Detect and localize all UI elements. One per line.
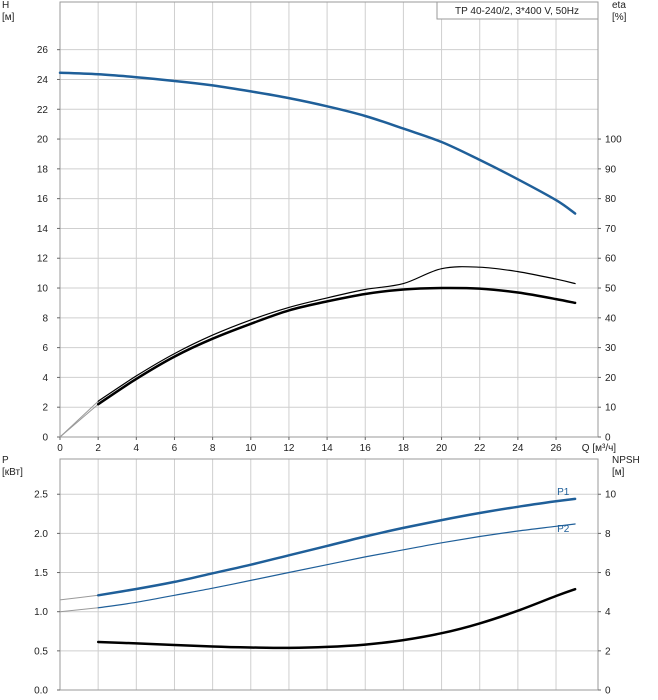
power-npsh-panel: 0.0 0.5 1.0 1.5 2.0 2.5 0 2 4 6 8 10 P[кВт] NPSH[м] P1…: [2, 455, 640, 697]
y-right-tick-label: 20: [605, 373, 617, 384]
chart-title-box: TP 40-240/2, 3*400 V, 50Hz: [436, 1, 599, 20]
y-left-axis-unit: [м]: [2, 12, 15, 23]
series-extension: [59, 403, 99, 438]
y-right-axis-name: NPSH: [612, 455, 640, 466]
y-left-tick-label: 24: [37, 75, 49, 86]
y-left-tick-label: 12: [37, 254, 49, 265]
x-tick-label: 24: [512, 443, 524, 454]
y-left-axis-name: P: [2, 455, 9, 466]
series-line-0-2: [96, 286, 577, 406]
x-tick-label: 20: [436, 443, 448, 454]
y-right-axis-unit: [%]: [612, 12, 627, 23]
series-label-p1: P1: [557, 487, 570, 498]
y-left-tick-label: 1.0: [34, 607, 48, 618]
grid-lines: [60, 459, 598, 690]
series-line-0-0: [58, 71, 577, 215]
y-left-tick-label: 6: [42, 343, 48, 354]
plot-frame: [59, 1, 599, 438]
chart-title: TP 40-240/2, 3*400 V, 50Hz: [455, 6, 579, 17]
y-left-tick-label: 26: [37, 45, 49, 56]
y-left-axis-name: H: [2, 0, 9, 11]
y-right-tick-label: 6: [605, 568, 611, 579]
y-left-tick-label: 22: [37, 105, 49, 116]
x-tick-label: 26: [550, 443, 562, 454]
series-line-1-2: [96, 587, 577, 650]
series-extension: [59, 594, 99, 601]
y-right-tick-label: 40: [605, 313, 617, 324]
y-right-tick-label: 70: [605, 224, 617, 235]
y-right-tick-label: 0: [605, 433, 611, 444]
x-tick-label: 4: [134, 443, 140, 454]
chart-title-frame: [436, 1, 599, 20]
y-left-tick-label: 20: [37, 135, 49, 146]
y-left-axis-unit: [кВт]: [2, 467, 23, 478]
y-right-tick-label: 10: [605, 403, 617, 414]
y-left-tick-label: 18: [37, 164, 49, 175]
x-tick-label: 10: [245, 443, 257, 454]
y-left-tick-label: 2: [42, 403, 48, 414]
y-left-tick-label: 14: [37, 224, 49, 235]
y-left-tick-label: 4: [42, 373, 48, 384]
y-right-tick-label: 90: [605, 164, 617, 175]
x-tick-label: 12: [283, 443, 295, 454]
y-left-tick-label: 0.0: [34, 686, 48, 697]
x-tick-label: 14: [322, 443, 334, 454]
y-right-tick-label: 0: [605, 686, 611, 697]
y-left-tick-label: 1.5: [34, 568, 48, 579]
plot-frame: [59, 458, 599, 691]
x-axis-label: Q [м³/ч]: [582, 443, 617, 454]
y-right-axis-name: eta: [612, 0, 626, 11]
y-right-tick-label: 4: [605, 607, 611, 618]
y-left-tick-label: 0: [42, 433, 48, 444]
series-extension: [59, 607, 99, 613]
y-left-tick-label: 2.0: [34, 529, 48, 540]
x-tick-label: 8: [210, 443, 216, 454]
y-right-tick-label: 60: [605, 254, 617, 265]
x-tick-label: 16: [360, 443, 372, 454]
y-right-axis-unit: [м]: [612, 467, 625, 478]
y-left-tick-label: 2.5: [34, 490, 48, 501]
y-right-tick-label: 30: [605, 343, 617, 354]
series-label-p2: P2: [557, 524, 570, 535]
series-line-0-1: [97, 266, 576, 402]
grid-lines: [60, 2, 598, 437]
y-left-tick-label: 8: [42, 313, 48, 324]
x-tick-label: 18: [398, 443, 410, 454]
head-efficiency-panel: 0246810121416182022242601020304050607080…: [2, 0, 627, 454]
y-left-tick-label: 0.5: [34, 646, 48, 657]
y-right-tick-label: 8: [605, 529, 611, 540]
y-right-tick-label: 50: [605, 284, 617, 295]
series-line-p2: [97, 523, 576, 609]
y-right-tick-label: 2: [605, 646, 611, 657]
x-tick-label: 2: [95, 443, 101, 454]
x-tick-label: 6: [172, 443, 178, 454]
y-left-tick-label: 10: [37, 284, 49, 295]
y-right-tick-label: 10: [605, 490, 617, 501]
y-right-tick-label: 80: [605, 194, 617, 205]
x-tick-label: 22: [474, 443, 486, 454]
series-line-p1: [96, 497, 577, 597]
y-left-tick-label: 16: [37, 194, 49, 205]
x-tick-label: 0: [57, 443, 63, 454]
y-right-tick-label: 100: [605, 135, 622, 146]
